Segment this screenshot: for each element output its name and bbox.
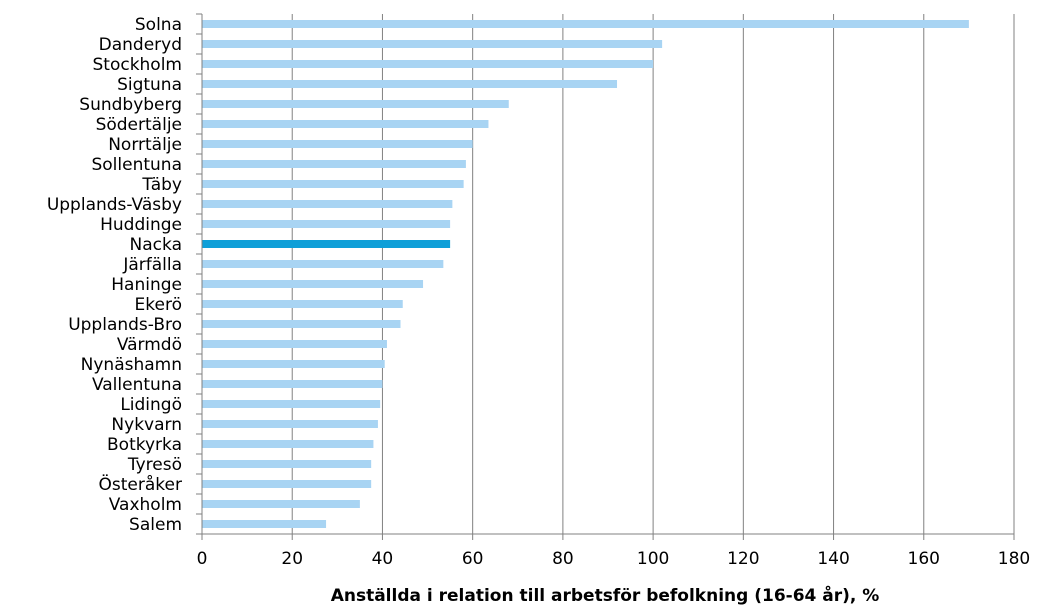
category-label-salem: Salem <box>129 515 182 535</box>
x-tick-label-140: 140 <box>817 549 849 569</box>
bar-upplands-bro <box>202 320 401 328</box>
x-axis-title: Anställda i relation till arbetsför befo… <box>331 584 880 606</box>
category-label-sollentuna: Sollentuna <box>91 155 182 175</box>
category-label-sigtuna: Sigtuna <box>117 75 182 95</box>
bar-österåker <box>202 480 372 488</box>
bar-tyresö <box>202 460 372 468</box>
category-label-vallentuna: Vallentuna <box>92 375 182 395</box>
grid-lines <box>291 14 1015 534</box>
x-tick-label-60: 60 <box>462 549 484 569</box>
category-label-tyresö: Tyresö <box>127 455 182 475</box>
category-label-sundbyberg: Sundbyberg <box>79 95 182 115</box>
bar-täby <box>202 180 464 188</box>
bar-sollentuna <box>202 160 466 168</box>
category-label-järfälla: Järfälla <box>122 255 182 275</box>
labels: 0 20 40 60 80 100 120 140 160 180 SolnaDanderydSto… <box>47 15 1030 569</box>
bar-nynäshamn <box>202 360 385 368</box>
x-tick-label-80: 80 <box>552 549 574 569</box>
bar-ekerö <box>202 300 403 308</box>
bar-lidingö <box>202 400 381 408</box>
category-label-lidingö: Lidingö <box>120 395 182 415</box>
category-label-danderyd: Danderyd <box>99 35 182 55</box>
category-label-nynäshamn: Nynäshamn <box>81 355 182 375</box>
category-label-täby: Täby <box>141 175 182 195</box>
bar-sundbyberg <box>202 100 509 108</box>
axes <box>196 13 1015 540</box>
category-label-stockholm: Stockholm <box>92 55 182 75</box>
bar-vallentuna <box>202 380 383 388</box>
bar-danderyd <box>202 40 663 48</box>
category-label-ekerö: Ekerö <box>135 295 182 315</box>
x-tick-label-180: 180 <box>998 549 1030 569</box>
category-label-haninge: Haninge <box>111 275 182 295</box>
bar-järfälla <box>202 260 444 268</box>
category-label-värmdö: Värmdö <box>117 335 182 355</box>
bar-salem <box>202 520 327 528</box>
bars <box>202 20 969 528</box>
category-label-upplands-bro: Upplands-Bro <box>68 315 182 335</box>
bar-solna <box>202 20 969 28</box>
category-label-norrtälje: Norrtälje <box>108 135 182 155</box>
x-tick-label-100: 100 <box>637 549 669 569</box>
category-label-österåker: Österåker <box>99 473 182 495</box>
bar-sigtuna <box>202 80 618 88</box>
bar-stockholm <box>202 60 654 68</box>
x-tick-label-0: 0 <box>197 549 208 569</box>
category-label-upplands-väsby: Upplands-Väsby <box>47 195 182 215</box>
x-tick-label-120: 120 <box>727 549 759 569</box>
category-label-botkyrka: Botkyrka <box>107 435 182 455</box>
bar-vaxholm <box>202 500 360 508</box>
category-label-vaxholm: Vaxholm <box>109 495 182 515</box>
bar-södertälje <box>202 120 489 128</box>
bar-nykvarn <box>202 420 378 428</box>
category-label-nacka: Nacka <box>130 235 182 255</box>
bar-värmdö <box>202 340 387 348</box>
bar-upplands-väsby <box>202 200 453 208</box>
bar-haninge <box>202 280 424 288</box>
bar-huddinge <box>202 220 451 228</box>
x-tick-label-40: 40 <box>372 549 394 569</box>
category-label-solna: Solna <box>135 15 182 35</box>
bar-botkyrka <box>202 440 374 448</box>
category-label-nykvarn: Nykvarn <box>111 415 182 435</box>
category-label-södertälje: Södertälje <box>96 115 182 135</box>
bar-nacka <box>202 240 451 248</box>
x-tick-label-20: 20 <box>281 549 303 569</box>
bar-norrtälje <box>202 140 473 148</box>
x-tick-label-160: 160 <box>908 549 940 569</box>
category-label-huddinge: Huddinge <box>100 215 182 235</box>
